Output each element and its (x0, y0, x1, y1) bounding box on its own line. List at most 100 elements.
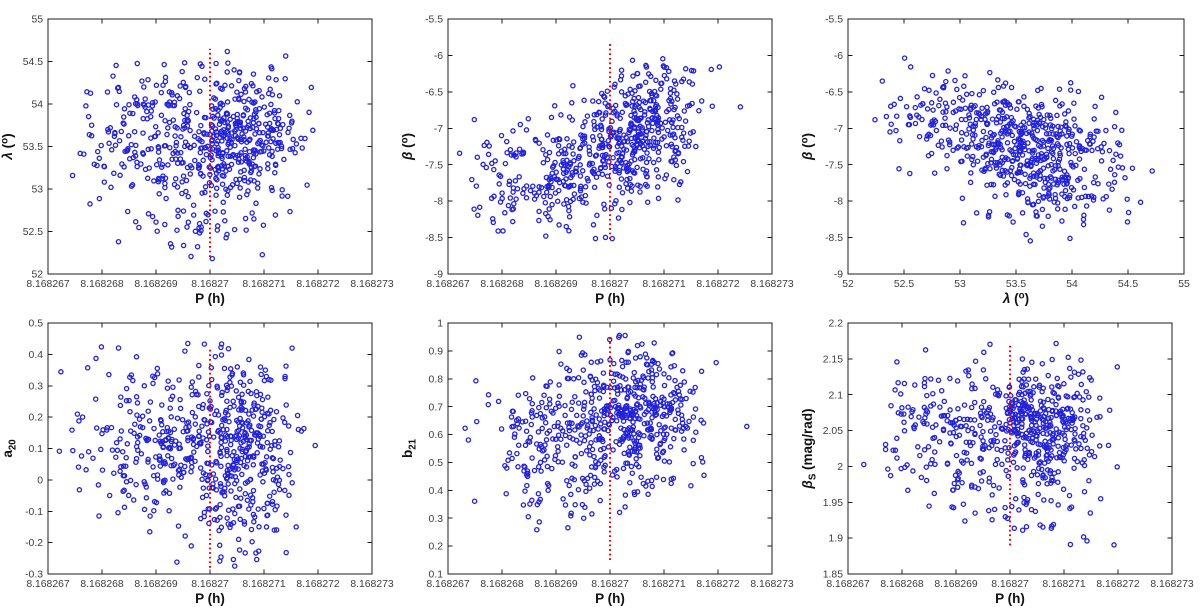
y-tick-label: 0.6 (429, 430, 444, 441)
x-tick-label: 8.168269 (534, 579, 578, 590)
x-tick-label: 53 (954, 279, 966, 290)
y-tick-label: -5.5 (425, 15, 443, 26)
scatter-panel-b21-vs-p: 8.168267 8.168268 8.168269 8.16827 8.168271 8… (400, 319, 794, 606)
axes-box (847, 18, 1185, 275)
x-axis-label: λ (o) (1002, 290, 1029, 306)
y-tick-label: -7.5 (825, 160, 843, 171)
tick-labels: 8.168267 8.168268 8.168269 8.16827 8.168271 8… (25, 319, 394, 590)
x-tick-label: 8.16827 (191, 579, 229, 590)
x-tick-label: 8.168269 (934, 579, 978, 590)
x-tick-label: 8.168273 (350, 579, 394, 590)
y-tick-label: 1.95 (823, 498, 843, 509)
tick-labels: 8.168267 8.168268 8.168269 8.16827 8.168271 8… (425, 15, 794, 290)
y-tick-label: 0.3 (429, 514, 444, 525)
y-tick-label: -6.5 (825, 87, 843, 98)
y-tick-label: -6 (834, 51, 843, 62)
y-tick-label: 1 (437, 319, 443, 330)
x-tick-label: 52.5 (894, 279, 914, 290)
y-tick-label: 0.4 (429, 486, 444, 497)
x-axis-label: P (h) (195, 291, 225, 306)
scatter-points (56, 340, 318, 569)
x-tick-label: 8.168272 (1096, 579, 1140, 590)
y-tick-label: 0.5 (429, 458, 444, 469)
y-tick-label: 2.05 (823, 426, 843, 437)
x-tick-label: 8.168272 (696, 579, 740, 590)
y-tick-label: 0.4 (29, 350, 44, 361)
y-tick-label: -8.5 (825, 233, 843, 244)
x-tick-label: 8.168272 (296, 279, 340, 290)
x-tick-label: 54 (1066, 279, 1078, 290)
axes-box (847, 322, 1173, 575)
x-tick-label: 8.168271 (242, 579, 286, 590)
y-tick-label: -5.5 (825, 15, 843, 26)
y-tick-label: 54.5 (23, 57, 43, 68)
x-tick-label: 8.168268 (480, 579, 524, 590)
x-tick-label: 8.168267 (426, 279, 470, 290)
x-tick-label: 8.168267 (426, 579, 470, 590)
scatter-panel-betaS-vs-p: 8.168267 8.168268 8.168269 8.16827 8.168271 8… (800, 319, 1194, 606)
y-tick-label: 55 (31, 15, 43, 26)
x-axis-label: P (h) (995, 591, 1025, 606)
x-tick-label: 8.168273 (1150, 579, 1194, 590)
scatter-panel-lambda-vs-p: 8.168267 8.168268 8.168269 8.16827 8.168271 8… (0, 15, 394, 306)
y-tick-label: 0 (37, 475, 43, 486)
y-tick-label: 2.15 (823, 354, 843, 365)
x-axis-label: P (h) (595, 291, 625, 306)
y-tick-label: 52.5 (23, 227, 43, 238)
x-axis-label: P (h) (595, 591, 625, 606)
y-axis-label: βS (mag/rad) (800, 408, 819, 489)
y-tick-label: 0.1 (29, 444, 44, 455)
y-tick-label: -0.3 (25, 570, 43, 581)
x-tick-label: 8.168268 (880, 579, 924, 590)
scatter-points (69, 48, 316, 262)
x-tick-label: 8.168267 (26, 579, 70, 590)
y-tick-label: 53.5 (23, 142, 43, 153)
x-tick-label: 8.168271 (642, 579, 686, 590)
scatter-panel-beta-vs-p: 8.168267 8.168268 8.168269 8.16827 8.168271 8… (400, 15, 794, 306)
x-tick-label: 53.5 (1006, 279, 1026, 290)
x-tick-label: 8.168268 (80, 579, 124, 590)
x-tick-label: 8.16827 (191, 279, 229, 290)
x-tick-label: 8.16827 (591, 279, 629, 290)
y-tick-label: 54 (31, 100, 43, 111)
scatter-points (872, 55, 1155, 244)
x-tick-label: 54.5 (1118, 279, 1138, 290)
x-tick-label: 52 (842, 279, 854, 290)
y-axis-label: β (o) (400, 133, 415, 161)
y-tick-label: -8 (834, 197, 843, 208)
y-tick-label: 2.1 (829, 390, 844, 401)
x-tick-label: 8.168273 (350, 279, 394, 290)
y-axis-label: a20 (0, 439, 19, 457)
y-tick-label: 0.5 (29, 319, 44, 330)
y-tick-label: -8.5 (425, 233, 443, 244)
x-tick-label: 8.168269 (134, 279, 178, 290)
y-tick-label: -9 (434, 270, 443, 281)
x-tick-label: 8.168269 (534, 279, 578, 290)
x-tick-label: 8.168272 (296, 579, 340, 590)
x-tick-label: 8.168268 (480, 279, 524, 290)
y-tick-label: -7 (434, 124, 443, 135)
y-tick-label: -9 (834, 270, 843, 281)
y-tick-label: 0.9 (429, 346, 444, 357)
scatter-panel-beta-vs-lambda: 52 52.5 53 53.5 54 54.5 55 -9 -8.5 -8 -7.5 -7 -6.5 -6… (800, 15, 1190, 306)
y-tick-label: -0.1 (25, 507, 43, 518)
x-tick-label: 8.16827 (991, 579, 1029, 590)
x-tick-label: 8.168273 (750, 279, 794, 290)
y-tick-label: 0.2 (29, 413, 44, 424)
y-axis-label: β (o) (800, 133, 815, 161)
scatter-points (462, 332, 750, 533)
y-tick-label: 2 (837, 462, 843, 473)
tick-labels: 8.168267 8.168268 8.168269 8.16827 8.168271 8… (823, 319, 1194, 590)
y-axis-label: λ (o) (0, 133, 15, 160)
x-tick-label: 8.168273 (750, 579, 794, 590)
axes-box (47, 322, 373, 575)
y-tick-label: 0.8 (429, 374, 444, 385)
y-axis-label: b21 (400, 438, 419, 458)
y-tick-label: -7.5 (425, 160, 443, 171)
y-tick-label: 0.1 (429, 570, 444, 581)
tick-labels: 52 52.5 53 53.5 54 54.5 55 -9 -8.5 -8 -7.5 -7 -6.5 -6… (825, 15, 1190, 290)
tick-labels: 8.168267 8.168268 8.168269 8.16827 8.168271 8… (426, 319, 794, 590)
scatter-panel-a20-vs-p: 8.168267 8.168268 8.168269 8.16827 8.168271 8… (0, 319, 394, 606)
x-tick-label: 8.168271 (1042, 579, 1086, 590)
